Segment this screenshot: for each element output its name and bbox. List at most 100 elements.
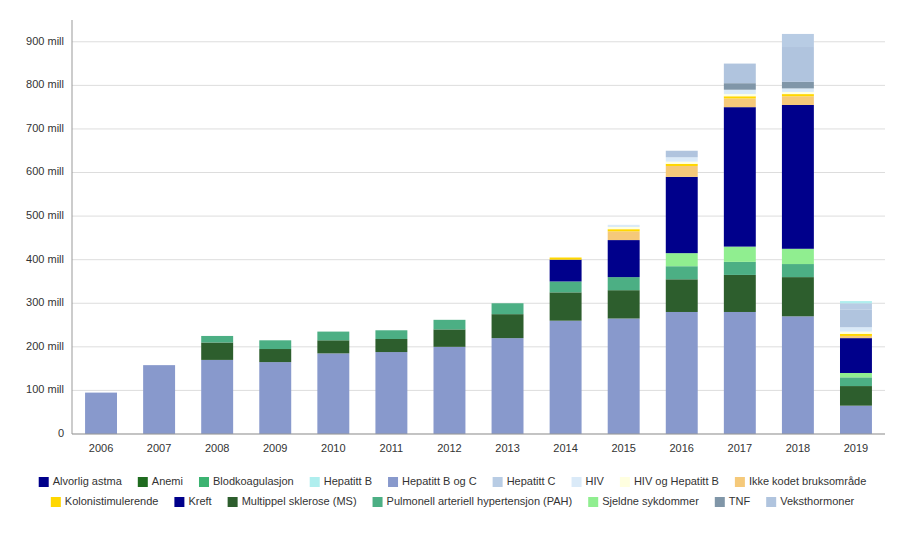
bar-segment xyxy=(492,338,524,434)
x-tick-label: 2018 xyxy=(786,442,810,454)
bar-segment xyxy=(724,90,756,94)
bar-segment xyxy=(85,392,117,393)
bar-segment xyxy=(375,330,407,331)
bar-segment xyxy=(259,340,291,341)
x-tick-label: 2010 xyxy=(321,442,345,454)
bar-segment xyxy=(201,335,233,336)
bar-segment xyxy=(433,319,465,320)
legend-swatch xyxy=(572,477,582,487)
legend-item: Hepatitt B og C xyxy=(388,475,477,487)
bar-segment xyxy=(259,340,291,341)
bar-segment xyxy=(782,105,814,249)
bar-segment xyxy=(608,277,640,290)
bar-segment xyxy=(782,94,814,96)
legend-label: Multippel sklerose (MS) xyxy=(242,495,357,507)
bar-segment xyxy=(666,177,698,253)
bar-segment xyxy=(433,319,465,320)
bar-segment xyxy=(550,321,582,434)
bar-segment xyxy=(201,335,233,336)
legend-label: Ikke kodet bruksområde xyxy=(749,475,866,487)
bar-segment xyxy=(375,352,407,434)
bar-segment xyxy=(724,83,756,90)
bar-segment xyxy=(782,34,814,47)
bar-segment xyxy=(375,330,407,331)
legend-item: TNF xyxy=(715,495,751,507)
bar-segment xyxy=(492,303,524,304)
bar-segment xyxy=(550,257,582,258)
bar-segment xyxy=(143,365,175,366)
bar-segment xyxy=(259,340,291,341)
legend-label: Hepatitt C xyxy=(507,475,556,487)
bar-segment xyxy=(550,257,582,258)
legend-item: Kolonistimulerende xyxy=(51,495,159,507)
bar-segment xyxy=(259,349,291,362)
bar-segment xyxy=(85,392,117,393)
bar-segment xyxy=(317,353,349,434)
bar-segment xyxy=(782,264,814,277)
legend-item: Hepatitt B xyxy=(310,475,372,487)
bar-segment xyxy=(375,339,407,352)
x-tick-label: 2014 xyxy=(553,442,577,454)
y-tick-label: 100 mill xyxy=(26,383,64,395)
grid-line xyxy=(72,172,885,173)
series xyxy=(550,94,872,336)
y-axis-line xyxy=(72,20,73,434)
bar-segment xyxy=(201,335,233,336)
bar-segment xyxy=(840,303,872,310)
bar-segment xyxy=(201,336,233,343)
bar-segment xyxy=(724,275,756,312)
legend-swatch xyxy=(228,497,238,507)
bar-segment xyxy=(143,365,175,366)
bar-segment xyxy=(375,330,407,331)
bar-segment xyxy=(317,331,349,332)
legend-swatch xyxy=(588,497,598,507)
bar-segment xyxy=(375,330,407,331)
bar-segment xyxy=(666,162,698,164)
bar-segment xyxy=(143,365,175,366)
x-tick-label: 2013 xyxy=(495,442,519,454)
bar-segment xyxy=(492,314,524,338)
series xyxy=(85,312,872,434)
bar-segment xyxy=(143,365,175,366)
bar-segment xyxy=(608,224,640,225)
series xyxy=(201,275,872,406)
bar-segment xyxy=(317,331,349,332)
grid-line xyxy=(72,216,885,217)
bar-segment xyxy=(782,33,814,34)
legend-label: Alvorlig astma xyxy=(53,475,123,487)
bar-segment xyxy=(85,392,117,393)
y-tick-label: 700 mill xyxy=(26,122,64,134)
series xyxy=(840,301,872,303)
legend-swatch xyxy=(620,477,630,487)
legend-label: Veksthormoner xyxy=(780,495,854,507)
bar-segment xyxy=(375,330,407,331)
bar-segment xyxy=(143,365,175,366)
bar-segment xyxy=(840,377,872,386)
bar-segment xyxy=(317,331,349,332)
bar-segment xyxy=(550,292,582,320)
bar-segment xyxy=(492,303,524,304)
bar-segment xyxy=(840,332,872,334)
legend-label: Sjeldne sykdommer xyxy=(602,495,699,507)
bar-segment xyxy=(492,303,524,304)
x-tick-label: 2017 xyxy=(728,442,752,454)
bar-segment xyxy=(550,260,582,282)
y-tick-label: 300 mill xyxy=(26,296,64,308)
bar-segment xyxy=(724,98,756,107)
bar-segment xyxy=(143,365,175,366)
bar-segment xyxy=(433,319,465,320)
bar-segment xyxy=(608,224,640,225)
legend-label: Anemi xyxy=(152,475,183,487)
bar-segment xyxy=(492,303,524,304)
bar-segment xyxy=(433,319,465,320)
bar-segment xyxy=(375,330,407,331)
grid-line xyxy=(72,434,885,435)
bar-segment xyxy=(201,335,233,336)
bar-segment xyxy=(492,303,524,304)
bar-segment xyxy=(840,386,872,406)
y-tick-label: 0 xyxy=(58,427,64,439)
bar-segment xyxy=(492,303,524,304)
bar-segment xyxy=(782,92,814,94)
bar-segment xyxy=(840,310,872,327)
bar-segment xyxy=(259,340,291,341)
